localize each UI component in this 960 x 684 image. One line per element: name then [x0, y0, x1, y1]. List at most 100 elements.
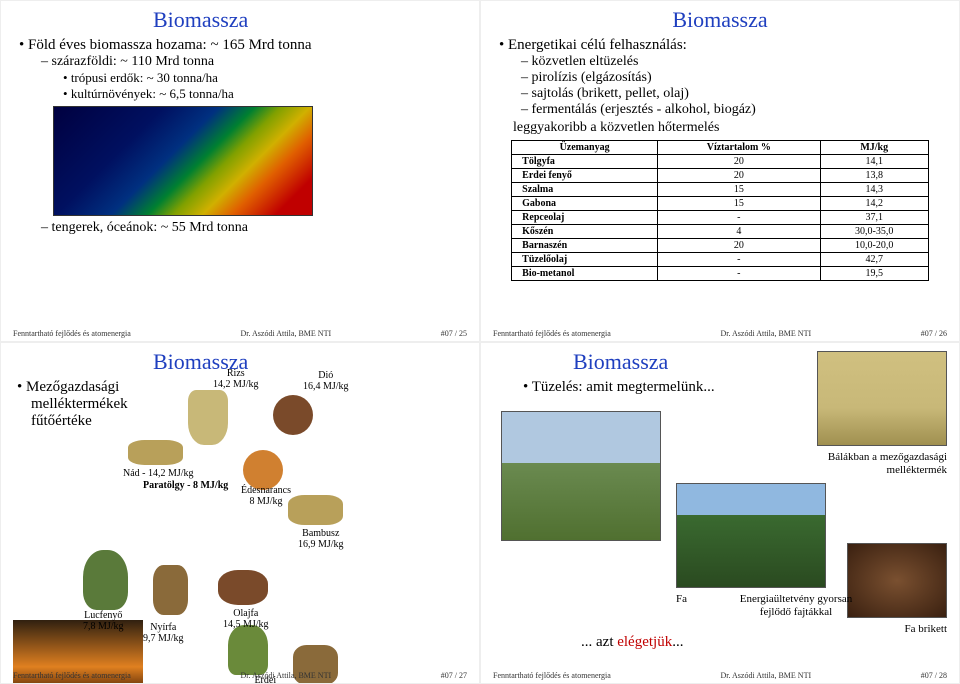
slide-footer: Fenntartható fejlődés és atomenergia Dr.…: [493, 329, 947, 338]
cell-mj: 42,7: [820, 253, 928, 267]
cell-mj: 13,8: [820, 169, 928, 183]
energy-use: Energetikai célú felhasználás:: [499, 37, 947, 54]
cell-water: -: [658, 211, 821, 225]
use-pressing: sajtolás (brikett, pellet, olaj): [521, 86, 947, 102]
slide-title: Biomassza: [13, 7, 467, 33]
burn-suffix: ...: [672, 634, 683, 650]
label-olive: Olajfa 14,5 MJ/kg: [223, 608, 269, 630]
slide-25: Biomassza Föld éves biomassza hozama: ~ …: [0, 0, 480, 342]
slide-28: Biomassza Tüzelés: amit megtermelünk... …: [480, 342, 960, 684]
table-row: Szalma1514,3: [512, 183, 929, 197]
cell-water: 20: [658, 169, 821, 183]
pine-icon: [228, 625, 268, 675]
label-bamboo: Bambusz 16,9 MJ/kg: [298, 528, 344, 550]
fuel-table: Üzemanyag Víztartalom % MJ/kg Tölgyfa201…: [511, 140, 929, 281]
byproduct-heading-3: fűtőértéke: [31, 413, 467, 430]
label-spruce: Lucfenyő 7,8 MJ/kg: [83, 610, 124, 632]
rice-icon: [188, 390, 228, 445]
bale-image: [817, 351, 947, 446]
caption-plantation: Energiaültetvény gyorsan fejlődő fajtákk…: [736, 593, 856, 619]
footer-page: #07 / 26: [921, 329, 947, 338]
slide-footer: Fenntartható fejlődés és atomenergia Dr.…: [493, 671, 947, 680]
yield-land: szárazföldi: ~ 110 Mrd tonna: [41, 54, 467, 70]
walnut-icon: [273, 395, 313, 435]
burn-line: ... azt elégetjük...: [581, 633, 683, 651]
label-reed: Nád - 14,2 MJ/kg: [123, 468, 194, 479]
bamboo-icon: [288, 495, 343, 525]
orange-icon: [243, 450, 283, 490]
yield-total: Föld éves biomassza hozama: ~ 165 Mrd to…: [19, 37, 467, 54]
cell-mj: 37,1: [820, 211, 928, 225]
footer-center: Dr. Aszódi Attila, BME NTI: [720, 329, 811, 338]
footer-left: Fenntartható fejlődés és atomenergia: [493, 329, 611, 338]
footer-page: #07 / 27: [441, 671, 467, 680]
table-row: Gabona1514,2: [512, 197, 929, 211]
footer-center: Dr. Aszódi Attila, BME NTI: [720, 671, 811, 680]
slide-title: Biomassza: [493, 7, 947, 33]
footer-left: Fenntartható fejlődés és atomenergia: [13, 329, 131, 338]
cell-water: -: [658, 253, 821, 267]
table-row: Tüzelőolaj-42,7: [512, 253, 929, 267]
cell-fuel: Erdei fenyő: [512, 169, 658, 183]
cell-fuel: Tölgyfa: [512, 155, 658, 169]
use-fermentation: fermentálás (erjesztés - alkohol, biogáz…: [521, 102, 947, 118]
table-row: Erdei fenyő2013,8: [512, 169, 929, 183]
table-row: Tölgyfa2014,1: [512, 155, 929, 169]
caption-wood: Fa: [676, 593, 687, 606]
cell-water: 20: [658, 155, 821, 169]
cell-fuel: Bio-metanol: [512, 267, 658, 281]
yield-crops: kultúrnövények: ~ 6,5 tonna/ha: [63, 86, 467, 102]
cell-water: 15: [658, 183, 821, 197]
label-birch: Nyírfa 9,7 MJ/kg: [143, 622, 184, 644]
most-common: leggyakoribb a közvetlen hőtermelés: [513, 120, 947, 136]
cell-fuel: Gabona: [512, 197, 658, 211]
footer-left: Fenntartható fejlődés és atomenergia: [493, 671, 611, 680]
plantation-image: [676, 483, 826, 588]
cell-fuel: Szalma: [512, 183, 658, 197]
cell-mj: 10,0-20,0: [820, 239, 928, 253]
burn-prefix: ... azt: [581, 634, 617, 650]
cell-fuel: Kőszén: [512, 225, 658, 239]
byproduct-heading-2: melléktermékek: [31, 396, 467, 413]
table-row: Repceolaj-37,1: [512, 211, 929, 225]
footer-center: Dr. Aszódi Attila, BME NTI: [240, 671, 331, 680]
use-direct: közvetlen eltüzelés: [521, 54, 947, 70]
footer-left: Fenntartható fejlődés és atomenergia: [13, 671, 131, 680]
col-fuel: Üzemanyag: [512, 141, 658, 155]
label-walnut: Dió 16,4 MJ/kg: [303, 370, 349, 392]
cell-water: 15: [658, 197, 821, 211]
cell-mj: 14,2: [820, 197, 928, 211]
table-row: Barnaszén2010,0-20,0: [512, 239, 929, 253]
footer-center: Dr. Aszódi Attila, BME NTI: [240, 329, 331, 338]
cell-mj: 14,3: [820, 183, 928, 197]
label-rice: Rizs 14,2 MJ/kg: [213, 368, 259, 390]
col-mj: MJ/kg: [820, 141, 928, 155]
slide-footer: Fenntartható fejlődés és atomenergia Dr.…: [13, 671, 467, 680]
slide-26: Biomassza Energetikai célú felhasználás:…: [480, 0, 960, 342]
label-cork-oak: Paratölgy - 8 MJ/kg: [143, 480, 228, 491]
slide-27: Biomassza Mezőgazdasági melléktermékek f…: [0, 342, 480, 684]
cell-mj: 14,1: [820, 155, 928, 169]
slide-footer: Fenntartható fejlődés és atomenergia Dr.…: [13, 329, 467, 338]
world-biomass-map: [53, 106, 313, 216]
cell-mj: 30,0-35,0: [820, 225, 928, 239]
harvester-image-1: [501, 411, 661, 541]
caption-briquette: Fa brikett: [905, 623, 947, 636]
heating-value-infographic: Rizs 14,2 MJ/kg Dió 16,4 MJ/kg Nád - 14,…: [13, 430, 467, 684]
yield-oceans: tengerek, óceánok: ~ 55 Mrd tonna: [41, 220, 467, 236]
cell-mj: 19,5: [820, 267, 928, 281]
table-row: Bio-metanol-19,5: [512, 267, 929, 281]
cell-fuel: Barnaszén: [512, 239, 658, 253]
spruce-icon: [83, 550, 128, 610]
cell-fuel: Repceolaj: [512, 211, 658, 225]
cell-water: -: [658, 267, 821, 281]
label-orange: Édesnarancs 8 MJ/kg: [241, 485, 291, 507]
cell-water: 20: [658, 239, 821, 253]
footer-page: #07 / 28: [921, 671, 947, 680]
reed-icon: [128, 440, 183, 465]
olive-icon: [218, 570, 268, 605]
yield-tropical: trópusi erdők: ~ 30 tonna/ha: [63, 70, 467, 86]
caption-bale: Bálákban a mezőgazdasági melléktermék: [797, 451, 947, 477]
burn-word: elégetjük: [617, 634, 672, 650]
birch-icon: [153, 565, 188, 615]
